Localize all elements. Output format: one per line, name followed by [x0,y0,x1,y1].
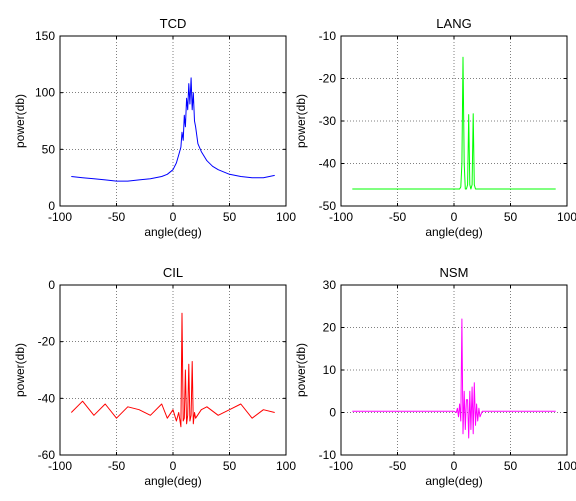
y-axis-label: power(db) [294,343,308,397]
x-tick-label: 100 [276,459,296,473]
y-tick-label: -30 [319,114,337,128]
x-tick-label: 0 [451,210,458,224]
x-tick-label: 100 [557,459,576,473]
y-tick-label: 0 [329,406,336,420]
x-axis-label: angle(deg) [425,225,482,239]
y-axis-label: power(db) [13,94,27,148]
x-axis-label: angle(deg) [144,225,201,239]
y-tick-label: 0 [48,199,55,213]
y-tick-label: -20 [38,335,56,349]
x-tick-label: 0 [170,210,177,224]
chart-panel-lang: -100 -50 0 50 100-50-40-30-20-10LANGangle(de… [294,16,576,239]
y-tick-label: -50 [319,199,337,213]
y-tick-label: -60 [38,448,56,462]
series-line [70,312,275,428]
x-axis-label: angle(deg) [144,474,201,488]
series-line [71,77,275,182]
chart-title: CIL [163,265,183,280]
y-tick-label: 150 [35,29,55,43]
chart-panel-cil: -100 -50 0 50 100 -60 -40 -20 0 CIL angle(deg) powe… [13,265,296,488]
series-line [352,56,556,190]
y-tick-label: 0 [48,278,55,292]
x-tick-label: 50 [504,210,518,224]
y-tick-label: 10 [323,363,337,377]
x-tick-label: -50 [389,210,407,224]
y-tick-label: -20 [319,72,337,86]
x-tick-label: 100 [557,210,576,224]
y-tick-label: -10 [319,448,337,462]
x-tick-label: 0 [170,459,177,473]
y-tick-label: 20 [323,321,337,335]
x-tick-label: -100 [329,459,353,473]
x-axis-label: angle(deg) [425,474,482,488]
y-axis-label: power(db) [294,94,308,148]
x-tick-label: 50 [223,210,237,224]
y-tick-label: -40 [38,391,56,405]
x-tick-label: 50 [504,459,518,473]
y-tick-label: 50 [42,142,56,156]
x-tick-label: -50 [108,210,126,224]
y-tick-label: 30 [323,278,337,292]
series-line [352,318,556,439]
y-tick-label: 100 [35,86,55,100]
chart-title: LANG [436,16,471,31]
chart-panel-tcd: -100 -50 0 50 100 0 50 100 150 TCD angle(deg) power… [13,16,296,239]
x-tick-label: 0 [451,459,458,473]
x-tick-label: -100 [48,459,72,473]
chart-title: TCD [160,16,187,31]
y-tick-label: -10 [319,29,337,43]
chart-panel-nsm: -100 -50 0 50 100-100102030NSMangle(deg)powe… [294,265,576,488]
x-tick-label: -50 [108,459,126,473]
y-axis-label: power(db) [13,343,27,397]
chart-title: NSM [440,265,469,280]
y-tick-label: -40 [319,157,337,171]
x-tick-label: -50 [389,459,407,473]
x-tick-label: 50 [223,459,237,473]
x-tick-label: -100 [329,210,353,224]
x-tick-label: 100 [276,210,296,224]
x-tick-label: -100 [48,210,72,224]
